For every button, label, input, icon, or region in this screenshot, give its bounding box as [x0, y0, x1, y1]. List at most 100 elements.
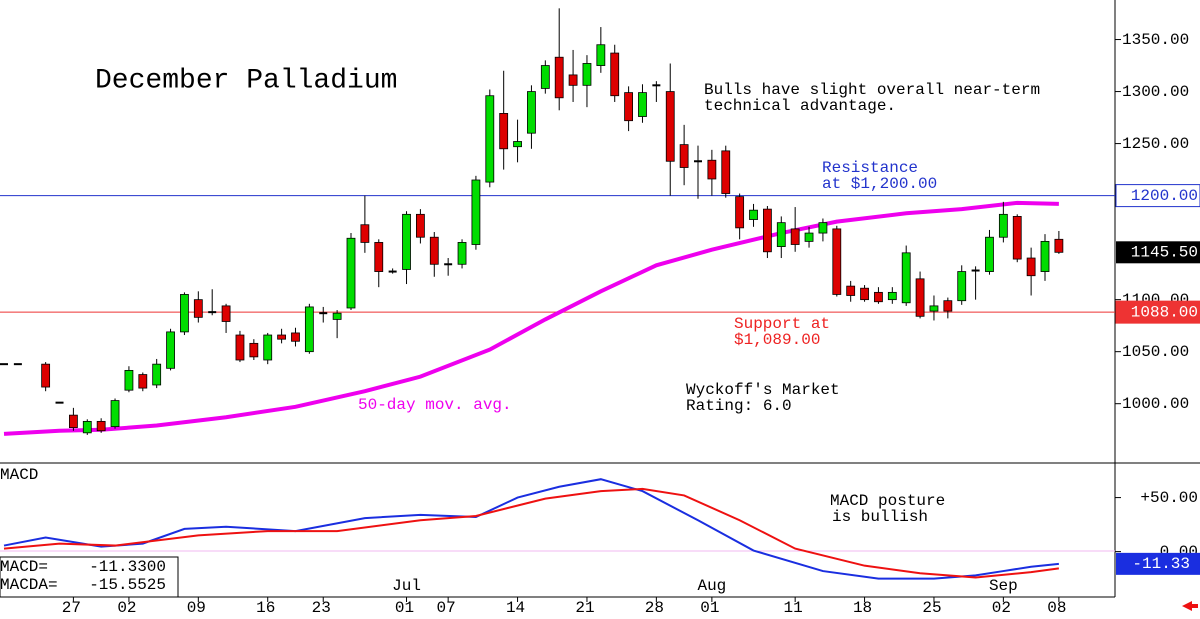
x-tick-label: 18 [853, 599, 872, 617]
legend-value: -11.3300 [89, 558, 166, 576]
candle-body [138, 374, 148, 389]
x-tick-label: 25 [922, 599, 941, 617]
candle-body [527, 91, 536, 134]
candle-body [735, 196, 745, 229]
candle-body [41, 363, 51, 388]
candle-body [998, 213, 1008, 238]
x-tick-label: 28 [645, 599, 664, 617]
candle-body [152, 363, 162, 386]
candle-body [582, 63, 592, 86]
x-tick-label: 01 [395, 599, 414, 617]
x-tick-label: 27 [62, 599, 81, 617]
scroll-arrow[interactable] [1182, 601, 1198, 611]
month-label: Sep [989, 577, 1018, 595]
candle-body [763, 208, 772, 253]
macd-line [3, 478, 1059, 580]
month-label: Jul [392, 577, 421, 595]
candle-body [1054, 238, 1064, 253]
macd-line [3, 487, 1060, 579]
candle-body [1026, 257, 1036, 277]
annotation: MACD posture [830, 492, 945, 510]
candle-body [429, 236, 439, 265]
candle-body [263, 334, 273, 361]
candle-body [596, 44, 606, 66]
candle-body [985, 236, 994, 272]
candle-body [457, 242, 467, 265]
annotation: Wyckoff's Market [686, 381, 840, 399]
month-label: Aug [697, 577, 726, 595]
candle-body [832, 228, 842, 295]
candle-body [776, 222, 786, 247]
candle-body [402, 213, 411, 270]
macd-title: MACD [0, 466, 38, 484]
level-box [1115, 184, 1200, 208]
candle-body [568, 74, 578, 86]
annotation: Rating: 6.0 [686, 397, 792, 415]
y-tick-label: 1300.00 [1122, 83, 1189, 101]
candle-body [665, 91, 675, 162]
x-tick-label: 16 [256, 599, 275, 617]
moving-average [3, 200, 1059, 436]
annotation: technical advantage. [704, 97, 896, 115]
y-tick-label: 1050.00 [1122, 343, 1189, 361]
candle-body [624, 92, 633, 122]
candle-body [860, 287, 869, 301]
candle-body [291, 332, 300, 342]
last-value-box [1116, 552, 1200, 575]
candle-body [82, 420, 92, 434]
last-price-label: 1145.50 [1131, 244, 1198, 262]
candle-body [360, 224, 370, 243]
annotation: Bulls have slight overall near-term [704, 81, 1040, 99]
candle-body [277, 334, 287, 340]
x-tick-label: 08 [1047, 599, 1066, 617]
x-tick-label: 21 [575, 599, 594, 617]
candle-body [96, 420, 106, 432]
x-tick-label: 23 [312, 599, 331, 617]
x-tick-label: 14 [506, 599, 525, 617]
candle-body [790, 228, 800, 245]
candle-body [943, 300, 953, 312]
x-tick-label: 01 [700, 599, 719, 617]
candle-body [471, 179, 481, 245]
legend-name: MACDA= [0, 576, 58, 594]
legend-name: MACD= [0, 558, 48, 576]
candle-body [915, 278, 925, 317]
candle-body [887, 291, 897, 301]
candle-body [69, 414, 78, 429]
candle-body [874, 291, 883, 303]
candle-body [721, 150, 731, 194]
candle-body [554, 56, 564, 99]
candle-body [110, 400, 120, 427]
candle-body [707, 159, 717, 180]
candle-body [166, 331, 175, 369]
candle-body [249, 342, 259, 358]
x-tick-label: 09 [187, 599, 206, 617]
candle-body [304, 306, 314, 353]
candle-body [1012, 216, 1022, 260]
candle-body [638, 92, 647, 117]
candle-body [346, 237, 356, 309]
annotation: Resistance [822, 159, 918, 177]
annotation: at $1,200.00 [822, 175, 937, 193]
annotation: $1,089.00 [734, 331, 820, 349]
chart-title: December Palladium [95, 65, 397, 96]
candle-body [415, 213, 425, 238]
candle-body [485, 95, 495, 183]
annotation: Support at [734, 315, 830, 333]
candle-body [610, 52, 620, 97]
candle-body [235, 334, 245, 361]
ma-label: 50-day mov. avg. [358, 396, 512, 414]
candle-body [540, 65, 550, 89]
x-tick-label: 02 [117, 599, 136, 617]
y-tick-label: 1250.00 [1122, 135, 1189, 153]
y-tick-label: +50.00 [1140, 489, 1198, 507]
last-price-box [1116, 241, 1200, 264]
x-tick-label: 02 [992, 599, 1011, 617]
candle-body [957, 271, 967, 302]
candle-body [513, 141, 522, 148]
candle-body [804, 232, 814, 242]
candle-body [1040, 240, 1050, 272]
candle-body [818, 222, 828, 234]
x-tick-label: 11 [784, 599, 803, 617]
